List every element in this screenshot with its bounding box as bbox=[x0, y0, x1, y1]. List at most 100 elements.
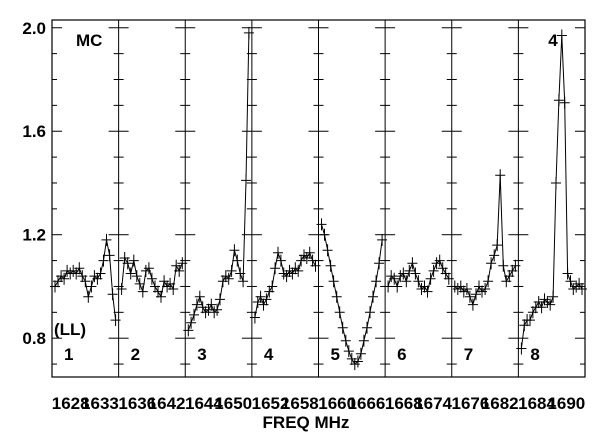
data-point bbox=[358, 334, 369, 347]
data-point bbox=[186, 316, 197, 329]
data-point bbox=[495, 169, 506, 182]
data-point bbox=[80, 275, 91, 288]
panel-number-label: 2 bbox=[131, 345, 140, 364]
panel-number-label: 8 bbox=[530, 345, 539, 364]
data-point bbox=[365, 306, 375, 319]
polarization-label: (LL) bbox=[54, 320, 86, 339]
data-point bbox=[401, 275, 412, 288]
source-label: MC bbox=[76, 31, 102, 50]
data-point bbox=[235, 267, 246, 280]
data-point bbox=[331, 290, 342, 303]
data-point bbox=[194, 290, 205, 303]
data-point bbox=[122, 257, 133, 270]
data-point bbox=[232, 254, 243, 267]
data-point bbox=[125, 267, 136, 280]
data-point bbox=[398, 267, 409, 280]
data-point bbox=[83, 290, 94, 303]
data-point bbox=[492, 239, 503, 252]
data-point bbox=[273, 246, 283, 259]
x-tick-label: 1628 bbox=[52, 394, 90, 413]
data-point bbox=[215, 293, 225, 306]
data-point bbox=[310, 259, 321, 272]
data-point bbox=[556, 29, 567, 42]
data-point bbox=[362, 321, 372, 334]
x-tick-label: 1682 bbox=[481, 394, 519, 413]
data-point bbox=[471, 288, 481, 301]
x-tick-label: 1660 bbox=[318, 394, 356, 413]
data-point bbox=[565, 275, 576, 288]
data-point bbox=[249, 311, 260, 324]
data-point bbox=[304, 246, 315, 259]
data-point bbox=[101, 233, 112, 246]
y-tick-label: 1.6 bbox=[22, 122, 46, 141]
data-point bbox=[340, 334, 351, 347]
data-point bbox=[413, 275, 424, 288]
data-point bbox=[86, 280, 97, 293]
x-tick-label: 1633 bbox=[81, 394, 119, 413]
data-point bbox=[551, 177, 561, 189]
data-point bbox=[343, 345, 354, 358]
data-point bbox=[261, 293, 272, 306]
x-tick-label: 1658 bbox=[281, 394, 319, 413]
data-point bbox=[577, 283, 587, 295]
x-tick-label: 1636 bbox=[118, 394, 156, 413]
y-tick-label: 1.2 bbox=[22, 226, 46, 245]
x-tick-label: 1684 bbox=[518, 394, 556, 413]
data-point bbox=[548, 290, 559, 303]
panel-labels: 1 2 3 4 5 6 7 8 bbox=[64, 345, 540, 364]
data-point bbox=[98, 254, 109, 267]
panel-number-label: 6 bbox=[397, 345, 406, 364]
data-point bbox=[434, 254, 445, 267]
data-point bbox=[267, 280, 278, 293]
data-point bbox=[328, 275, 339, 288]
data-point bbox=[519, 319, 530, 332]
data-point bbox=[498, 259, 509, 272]
x-tick-label: 1674 bbox=[414, 394, 452, 413]
data-point bbox=[428, 264, 439, 277]
data-point bbox=[489, 249, 500, 262]
y-tick-label: 0.8 bbox=[22, 329, 46, 348]
x-tick-label: 1676 bbox=[451, 394, 489, 413]
data-point bbox=[293, 264, 304, 277]
data-point bbox=[252, 296, 263, 308]
data-point bbox=[104, 249, 115, 262]
data-point bbox=[467, 298, 478, 311]
data-point bbox=[275, 254, 286, 267]
data-point bbox=[334, 306, 345, 319]
data-point bbox=[371, 275, 382, 288]
x-tick-label: 1650 bbox=[214, 394, 252, 413]
data-point bbox=[203, 303, 214, 316]
data-point bbox=[483, 275, 494, 288]
data-point bbox=[137, 285, 148, 298]
data-point bbox=[128, 254, 139, 267]
data-point bbox=[95, 267, 106, 280]
data-point bbox=[392, 280, 403, 293]
data-point bbox=[134, 277, 145, 290]
x-axis-title: FREQ MHz bbox=[263, 413, 350, 432]
data-point bbox=[389, 272, 400, 285]
data-point bbox=[116, 283, 127, 295]
data-point bbox=[183, 324, 194, 337]
data-point bbox=[212, 303, 223, 316]
x-tick-label: 1666 bbox=[348, 394, 386, 413]
data-point bbox=[189, 308, 199, 321]
panel-number-label: 3 bbox=[197, 345, 206, 364]
data-point bbox=[562, 267, 573, 280]
y-tick-labels: 0.8 1.2 1.6 2.0 bbox=[22, 19, 46, 348]
data-point bbox=[131, 270, 142, 283]
panel-number-label: 7 bbox=[464, 345, 473, 364]
data-point bbox=[510, 259, 521, 272]
data-point bbox=[383, 280, 394, 293]
data-point bbox=[407, 257, 418, 270]
data-point bbox=[177, 257, 188, 270]
data-point bbox=[241, 174, 251, 187]
data-point bbox=[553, 94, 564, 107]
data-point bbox=[337, 321, 348, 334]
data-point bbox=[464, 290, 475, 303]
data-point bbox=[316, 218, 327, 231]
data-point bbox=[486, 257, 497, 270]
data-point bbox=[559, 96, 570, 109]
panel-number-label: 1 bbox=[64, 345, 73, 364]
